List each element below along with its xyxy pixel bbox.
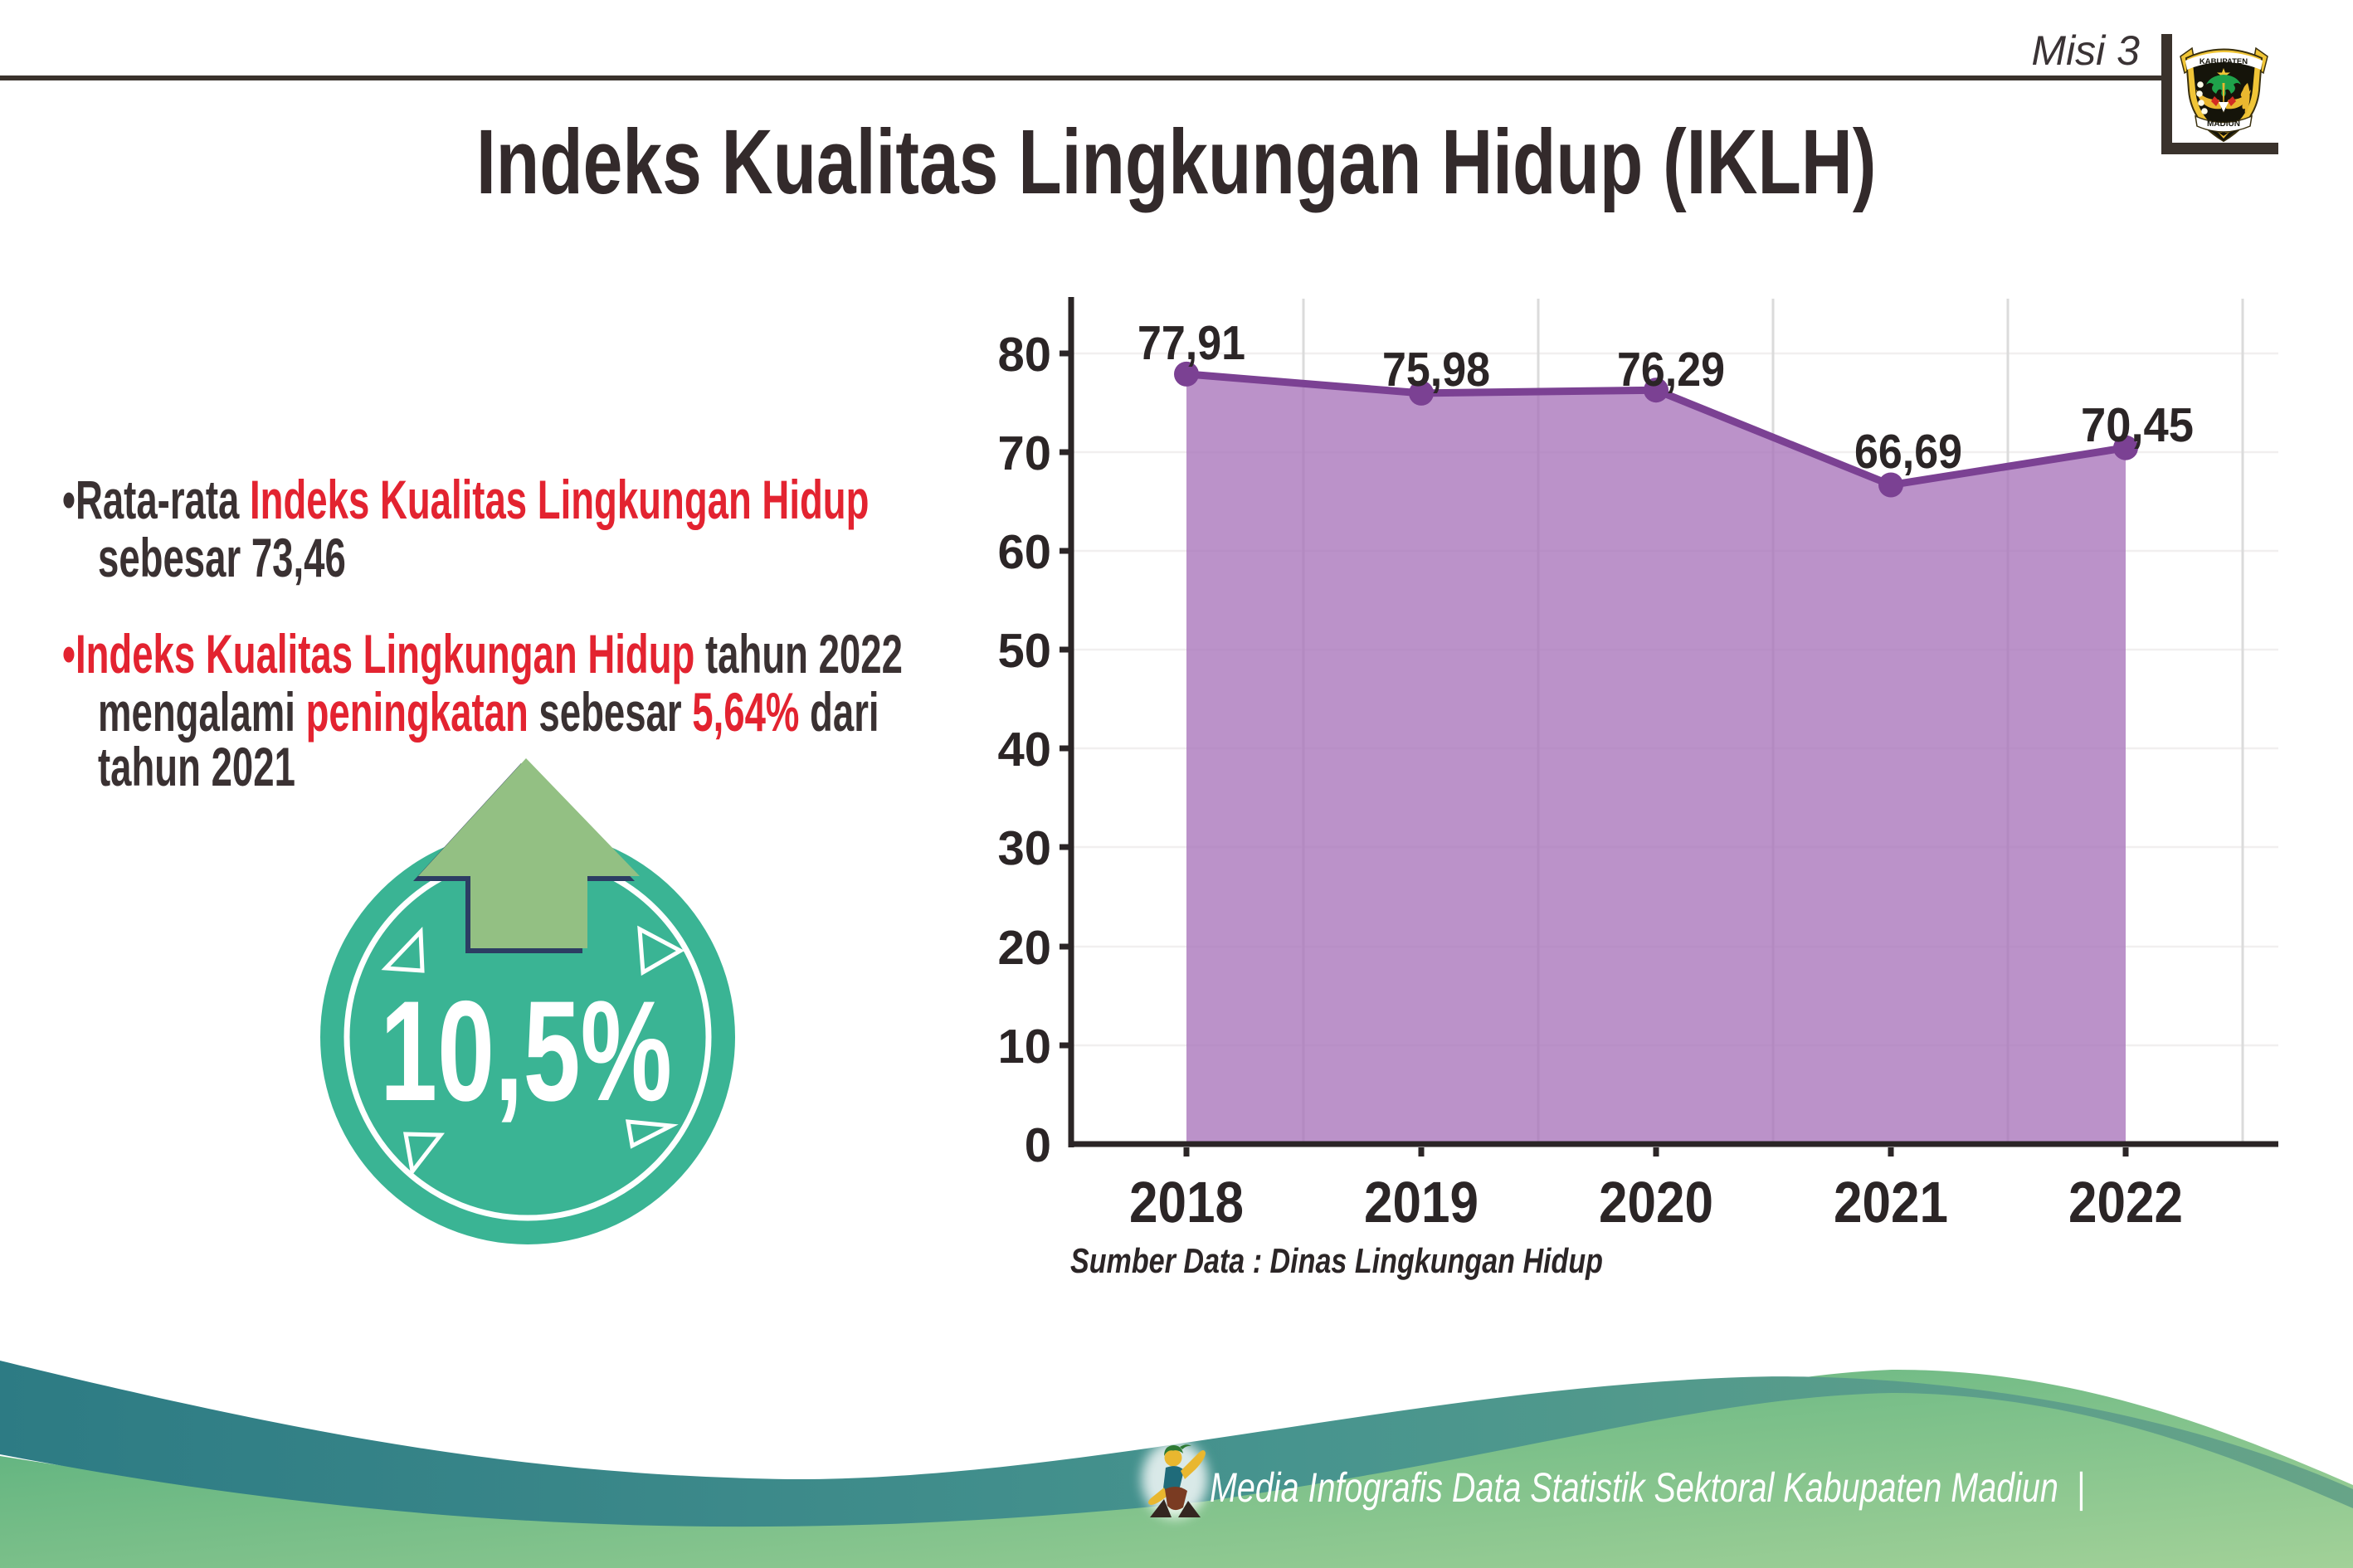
svg-text:2019: 2019	[1364, 1170, 1479, 1234]
svg-text:2020: 2020	[1599, 1170, 1713, 1234]
svg-text:MADIUN: MADIUN	[2207, 119, 2240, 129]
svg-text:70,45: 70,45	[2081, 398, 2194, 452]
svg-text:Media Infografis Data Statisti: Media Infografis Data Statistik Sektoral…	[1210, 1464, 2085, 1512]
svg-text:76,29: 76,29	[1617, 343, 1725, 397]
svg-text:Sumber Data : Dinas Lingkungan: Sumber Data : Dinas Lingkungan Hidup	[1070, 1241, 1603, 1280]
svg-text:10,5%: 10,5%	[380, 971, 672, 1131]
svg-text:70: 70	[997, 426, 1051, 480]
svg-text:2022: 2022	[2068, 1170, 2183, 1234]
svg-text:50: 50	[997, 624, 1051, 678]
svg-text:2021: 2021	[1834, 1170, 1948, 1234]
svg-text:0: 0	[1025, 1118, 1051, 1172]
svg-text:60: 60	[997, 525, 1051, 579]
svg-text:10: 10	[997, 1020, 1051, 1074]
svg-text:KABUPATEN: KABUPATEN	[2200, 57, 2248, 66]
svg-text:80: 80	[997, 328, 1051, 382]
svg-text:66,69: 66,69	[1854, 425, 1962, 479]
svg-text:75,98: 75,98	[1382, 343, 1490, 397]
svg-text:40: 40	[997, 723, 1051, 777]
svg-text:77,91: 77,91	[1138, 316, 1245, 370]
svg-text:30: 30	[997, 821, 1051, 875]
svg-text:20: 20	[997, 921, 1051, 975]
svg-text:2018: 2018	[1129, 1170, 1244, 1234]
